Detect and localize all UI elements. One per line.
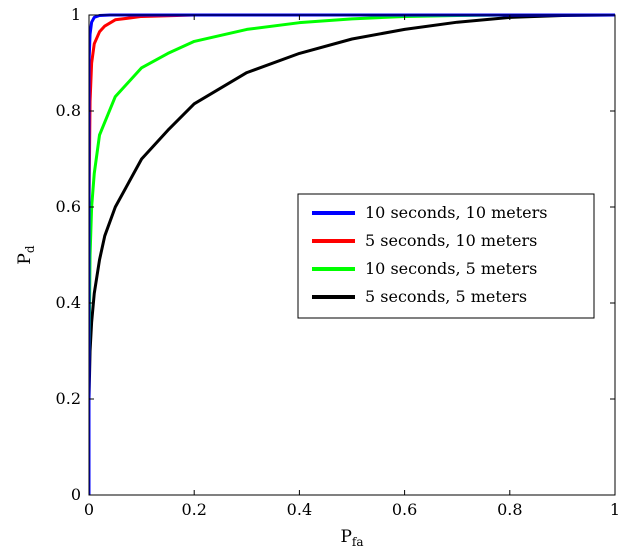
- x-axis-label-sub: fa: [352, 535, 364, 549]
- legend-label: 5 seconds, 10 meters: [365, 231, 537, 250]
- y-tick-label: 0.4: [56, 293, 81, 312]
- legend: 10 seconds, 10 meters 5 seconds, 10 meter…: [297, 193, 595, 319]
- y-tick-label: 0.8: [56, 101, 81, 120]
- series-line-4: [89, 13, 616, 495]
- y-tick-label: 0.6: [56, 197, 81, 216]
- ticks-layer: 0 0.2 0.4 0.6 0.8 1 0 0.2 0.4 0.6 0.8 1: [56, 5, 621, 519]
- x-tick-label: 0.4: [287, 500, 312, 519]
- y-axis-label: Pd: [15, 245, 37, 264]
- y-tick-label: 0: [71, 485, 81, 504]
- y-axis-label-main: P: [15, 253, 35, 264]
- y-axis-label-sub: d: [23, 245, 37, 253]
- x-axis-label: Pfa: [340, 527, 363, 549]
- x-tick-label: 1: [610, 500, 620, 519]
- x-axis-label-main: P: [340, 527, 351, 547]
- plot-frame: [88, 14, 616, 496]
- legend-label: 10 seconds, 5 meters: [365, 259, 537, 278]
- x-tick-label: 0.6: [392, 500, 417, 519]
- x-tick-label: 0: [84, 500, 94, 519]
- legend-label: 5 seconds, 5 meters: [365, 287, 527, 306]
- x-tick-label: 0.2: [181, 500, 206, 519]
- x-tick-label: 0.8: [497, 500, 522, 519]
- legend-label: 10 seconds, 10 meters: [365, 203, 548, 222]
- y-tick-label: 0.2: [56, 389, 81, 408]
- y-tick-label: 1: [71, 5, 81, 24]
